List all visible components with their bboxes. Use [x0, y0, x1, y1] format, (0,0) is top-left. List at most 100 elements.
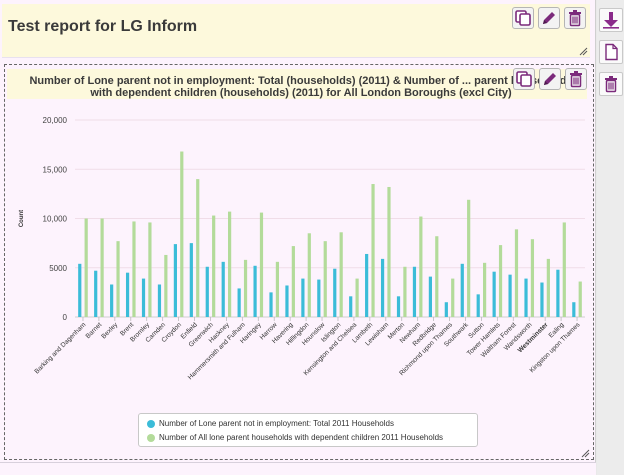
bar-chart: 0 5000 10,000 15,000 20,000 Count Barking and … — [19, 116, 585, 381]
y-tick-label: 0 — [63, 313, 68, 322]
bar-series-1 — [253, 265, 257, 317]
bar-series-1 — [189, 243, 193, 317]
chart-title: Number of Lone parent not in employment:… — [29, 75, 573, 99]
bar-series-1 — [412, 266, 417, 317]
y-axis-label: Count — [19, 210, 25, 227]
bar-series-2 — [164, 254, 168, 317]
bar-series-1 — [141, 278, 146, 317]
bar-series-1 — [365, 253, 369, 317]
report-header: Test report for LG Inform — [2, 4, 590, 58]
delete-page-button[interactable] — [599, 72, 623, 96]
bar-series-1 — [157, 284, 162, 317]
y-tick-label: 20,000 — [43, 116, 68, 125]
copy-chart-button[interactable] — [513, 68, 535, 90]
bar-series-1 — [237, 288, 241, 317]
bar-series-2 — [546, 258, 550, 317]
bar-series-2 — [530, 239, 535, 317]
bar-series-2 — [148, 222, 152, 317]
bar-series-1 — [508, 274, 512, 317]
bar-series-2 — [323, 241, 327, 317]
bar-series-2 — [196, 179, 200, 317]
bar-series-1 — [476, 294, 480, 317]
y-tick-label: 10,000 — [43, 215, 68, 224]
bar-series-2 — [467, 199, 471, 317]
resize-handle-icon[interactable] — [581, 449, 590, 458]
bar-series-2 — [132, 221, 136, 317]
bar-series-1 — [460, 263, 464, 317]
edit-report-button[interactable] — [538, 7, 560, 29]
bar-series-2 — [562, 222, 566, 317]
bar-series-2 — [84, 218, 88, 317]
bar-series-1 — [301, 278, 305, 317]
bar-series-2 — [435, 236, 439, 317]
pencil-icon — [543, 12, 555, 24]
bar-series-1 — [444, 302, 448, 317]
legend-item-series-2[interactable]: Number of All lone parent households wit… — [147, 433, 443, 442]
bar-series-1 — [540, 282, 544, 317]
trash-icon — [570, 71, 582, 88]
bar-series-2 — [259, 212, 264, 317]
bar-series-2 — [100, 218, 104, 317]
resize-handle-icon[interactable] — [579, 47, 588, 56]
bar-series-1 — [205, 266, 209, 317]
x-tick-label: Barking and Dagenham — [33, 321, 87, 375]
arrow-down-icon — [603, 12, 619, 29]
bar-series-2 — [243, 259, 248, 317]
bar-series-1 — [396, 296, 401, 317]
report-panel: Test report for LG Inform — [0, 0, 596, 475]
legend-label-series-1: Number of Lone parent not in employment:… — [159, 419, 394, 428]
bar-series-2 — [578, 281, 582, 317]
bar-series-2 — [371, 184, 375, 317]
bar-series-1 — [125, 272, 130, 317]
bar-series-1 — [221, 261, 225, 317]
chart-panel: Number of Lone parent not in employment:… — [4, 64, 594, 460]
copy-icon — [516, 71, 532, 87]
bar-series-1 — [428, 276, 432, 317]
bar-series-1 — [492, 271, 496, 317]
download-button[interactable] — [599, 8, 623, 32]
bar-series-2 — [307, 233, 311, 317]
legend-swatch-series-1 — [147, 419, 155, 428]
x-tick-label: Barnet — [85, 321, 104, 340]
copy-icon — [515, 10, 531, 26]
bar-series-1 — [94, 270, 98, 317]
bar-series-1 — [349, 296, 353, 317]
report-footer-strip — [0, 462, 596, 475]
report-title: Test report for LG Inform — [8, 18, 198, 35]
bar-series-2 — [498, 245, 503, 317]
bar-series-2 — [483, 262, 487, 317]
bar-series-2 — [419, 216, 423, 317]
copy-report-button[interactable] — [512, 7, 534, 29]
legend-item-series-1[interactable]: Number of Lone parent not in employment:… — [147, 419, 394, 428]
new-page-button[interactable] — [599, 40, 623, 64]
bar-series-1 — [78, 263, 82, 317]
legend-label-series-2: Number of All lone parent households wit… — [159, 433, 444, 442]
bar-series-2 — [387, 186, 391, 317]
bar-series-1 — [556, 269, 560, 317]
document-icon — [605, 43, 618, 61]
chart-legend: Number of Lone parent not in employment:… — [138, 413, 478, 447]
chart-title-band — [7, 69, 587, 99]
y-tick-label: 5000 — [49, 264, 67, 273]
pencil-icon — [544, 73, 556, 85]
bar-series-1 — [572, 302, 576, 317]
bar-series-2 — [116, 241, 120, 317]
side-toolbar — [597, 0, 624, 475]
x-tick-label: Bexley — [100, 321, 119, 340]
trash-icon — [569, 10, 581, 27]
bar-series-2 — [514, 229, 519, 317]
delete-report-button[interactable] — [564, 7, 586, 29]
edit-chart-button[interactable] — [539, 68, 561, 90]
y-tick-label: 15,000 — [43, 165, 68, 174]
bar-series-2 — [291, 246, 295, 317]
delete-chart-button[interactable] — [565, 68, 587, 90]
bar-series-2 — [275, 261, 280, 317]
bar-series-1 — [173, 244, 177, 317]
bar-series-2 — [403, 266, 407, 317]
bar-series-2 — [451, 278, 455, 317]
bar-series-1 — [380, 258, 385, 317]
bar-series-2 — [339, 232, 343, 317]
trash-icon — [605, 76, 617, 93]
bar-series-2 — [355, 278, 359, 317]
bar-series-1 — [285, 285, 289, 317]
